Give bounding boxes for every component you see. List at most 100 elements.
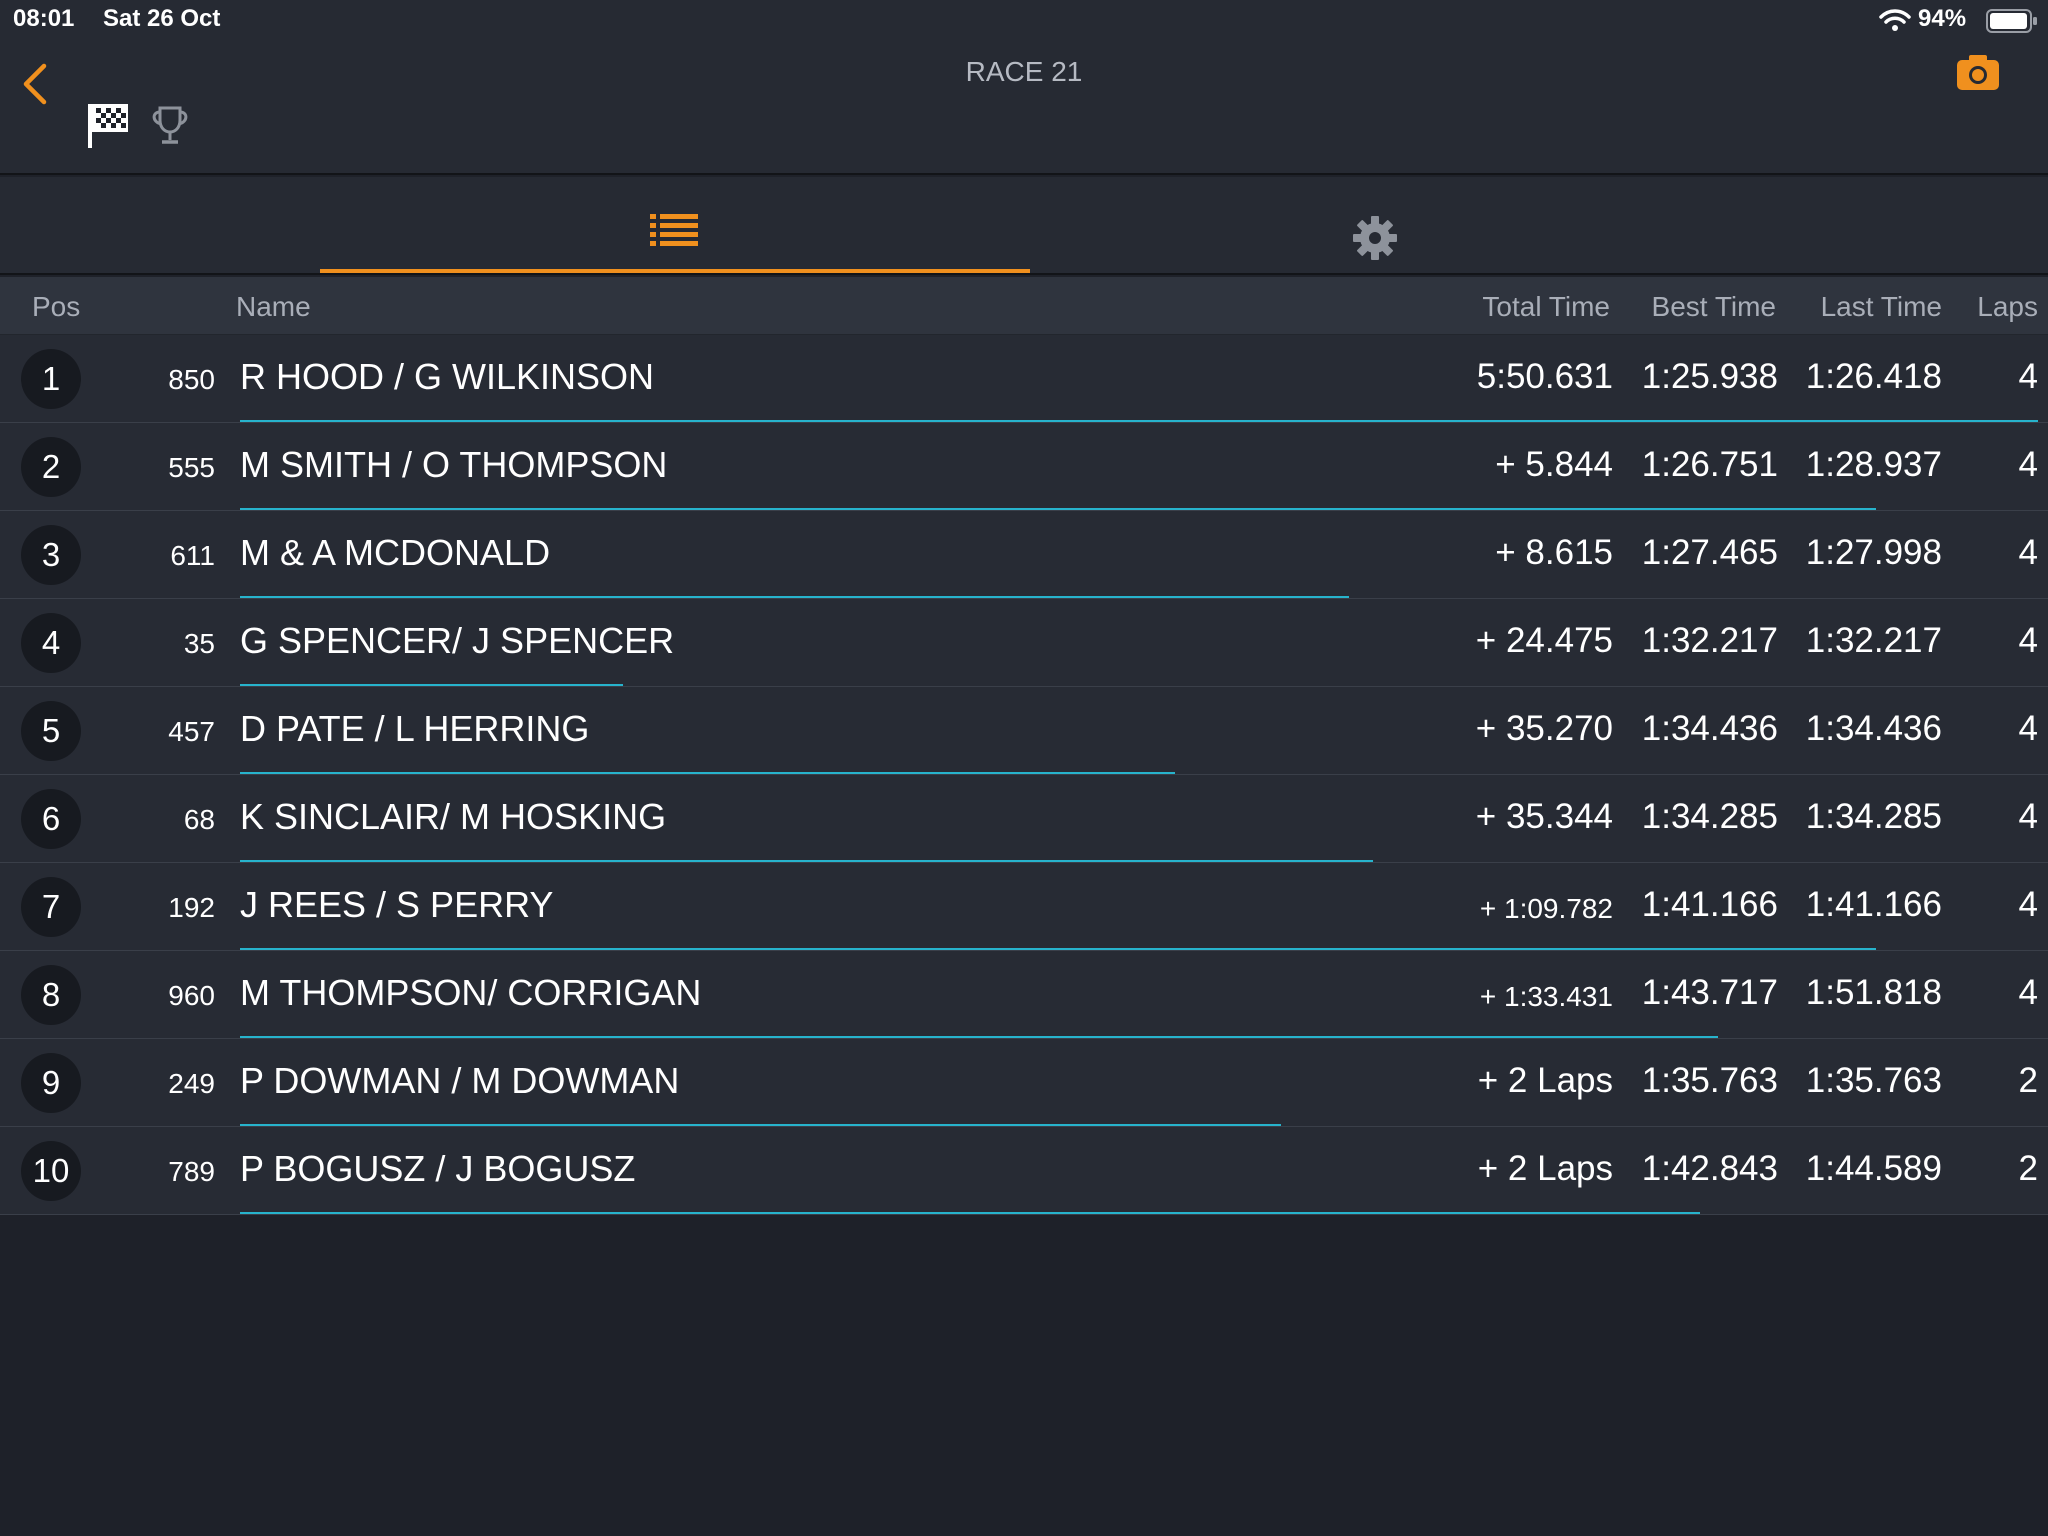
camera-button[interactable] [1955, 52, 2001, 92]
progress-bar [240, 420, 2038, 422]
table-row[interactable]: 2 555 M SMITH / O THOMPSON + 5.844 1:26.… [0, 423, 2048, 511]
progress-track [240, 860, 2038, 862]
status-time: 08:01 [13, 5, 75, 32]
gear-icon [1353, 216, 1397, 260]
progress-bar [240, 596, 1350, 598]
progress-track [240, 1036, 2038, 1038]
back-button[interactable] [16, 56, 56, 112]
column-laps: Laps [1977, 291, 2038, 322]
best-time: 1:32.217 [1641, 621, 1778, 660]
battery-percent: 94% [1918, 5, 1967, 32]
table-row[interactable]: 9 249 P DOWMAN / M DOWMAN + 2 Laps 1:35.… [0, 1039, 2048, 1127]
column-pos: Pos [32, 291, 81, 322]
total-time: + 35.270 [1475, 709, 1613, 748]
driver-name: P BOGUSZ / J BOGUSZ [240, 1148, 636, 1189]
progress-bar [240, 684, 623, 686]
progress-track [240, 948, 2038, 950]
position-badge: 7 [21, 877, 81, 937]
position-badge: 5 [21, 701, 81, 761]
column-name: Name [236, 291, 311, 322]
laps-count: 4 [2018, 445, 2038, 484]
driver-name: K SINCLAIR/ M HOSKING [240, 796, 667, 837]
driver-name: D PATE / L HERRING [240, 708, 590, 749]
table-row[interactable]: 8 960 M THOMPSON/ CORRIGAN + 1:33.431 1:… [0, 951, 2048, 1039]
total-time: + 2 Laps [1477, 1061, 1613, 1100]
last-time: 1:41.166 [1805, 885, 1942, 924]
position-badge: 6 [21, 789, 81, 849]
laps-count: 4 [2018, 357, 2038, 396]
car-number: 249 [168, 1068, 215, 1099]
tab-results-list[interactable] [320, 177, 1030, 273]
car-number: 611 [170, 540, 215, 571]
best-time: 1:42.843 [1641, 1149, 1778, 1188]
header-bar: RACE 21 [0, 0, 2048, 175]
car-number: 850 [168, 364, 215, 395]
progress-track [240, 1212, 2038, 1214]
status-date: Sat 26 Oct [103, 5, 221, 32]
driver-name: P DOWMAN / M DOWMAN [240, 1060, 680, 1101]
position-badge: 4 [21, 613, 81, 673]
position-badge: 9 [21, 1053, 81, 1113]
progress-bar [240, 508, 1877, 510]
car-number: 960 [168, 980, 215, 1011]
camera-icon [1957, 55, 1999, 90]
driver-name: G SPENCER/ J SPENCER [240, 620, 675, 661]
last-time: 1:27.998 [1805, 533, 1942, 572]
last-time: 1:28.937 [1805, 445, 1942, 484]
total-time: + 1:09.782 [1479, 893, 1613, 924]
table-row[interactable]: 3 611 M & A MCDONALD + 8.615 1:27.465 1:… [0, 511, 2048, 599]
progress-track [240, 684, 2038, 686]
table-row[interactable]: 10 789 P BOGUSZ / J BOGUSZ + 2 Laps 1:42… [0, 1127, 2048, 1215]
chevron-left-icon [23, 63, 47, 105]
progress-track [240, 1124, 2038, 1126]
car-number: 789 [168, 1156, 215, 1187]
table-row[interactable]: 1 850 R HOOD / G WILKINSON 5:50.631 1:25… [0, 335, 2048, 423]
laps-count: 4 [2018, 709, 2038, 748]
best-time: 1:43.717 [1641, 973, 1778, 1012]
laps-count: 4 [2018, 885, 2038, 924]
table-row[interactable]: 7 192 J REES / S PERRY + 1:09.782 1:41.1… [0, 863, 2048, 951]
progress-track [240, 420, 2038, 422]
checkered-flag-icon[interactable] [86, 100, 134, 150]
total-time: + 5.844 [1495, 445, 1613, 484]
best-time: 1:41.166 [1641, 885, 1778, 924]
progress-bar [240, 772, 1175, 774]
best-time: 1:26.751 [1641, 445, 1778, 484]
progress-bar [240, 1124, 1282, 1126]
laps-count: 2 [2018, 1061, 2038, 1100]
wifi-icon [1879, 9, 1911, 31]
table-row[interactable]: 4 35 G SPENCER/ J SPENCER + 24.475 1:32.… [0, 599, 2048, 687]
car-number: 35 [183, 628, 215, 659]
total-time: + 2 Laps [1477, 1149, 1613, 1188]
best-time: 1:25.938 [1641, 357, 1778, 396]
best-time: 1:27.465 [1641, 533, 1778, 572]
table-row[interactable]: 6 68 K SINCLAIR/ M HOSKING + 35.344 1:34… [0, 775, 2048, 863]
total-time: + 35.344 [1475, 797, 1613, 836]
tab-settings[interactable] [1020, 177, 1730, 273]
position-badge: 8 [21, 965, 81, 1025]
driver-name: M THOMPSON/ CORRIGAN [240, 972, 702, 1013]
last-time: 1:51.818 [1805, 973, 1942, 1012]
position-badge: 1 [21, 349, 81, 409]
progress-track [240, 508, 2038, 510]
best-time: 1:34.285 [1641, 797, 1778, 836]
column-best-time: Best Time [1651, 291, 1776, 322]
last-time: 1:32.217 [1805, 621, 1942, 660]
total-time: + 8.615 [1495, 533, 1613, 572]
driver-name: M SMITH / O THOMPSON [240, 444, 668, 485]
best-time: 1:35.763 [1641, 1061, 1778, 1100]
car-number: 555 [168, 452, 215, 483]
last-time: 1:34.285 [1805, 797, 1942, 836]
laps-count: 4 [2018, 797, 2038, 836]
page-title: RACE 21 [965, 56, 1083, 87]
trophy-icon[interactable] [148, 102, 192, 148]
laps-count: 4 [2018, 621, 2038, 660]
column-header-row: Pos Name Total Time Best Time Last Time … [0, 277, 2048, 335]
table-row[interactable]: 5 457 D PATE / L HERRING + 35.270 1:34.4… [0, 687, 2048, 775]
laps-count: 2 [2018, 1149, 2038, 1188]
driver-name: J REES / S PERRY [240, 884, 554, 925]
progress-bar [240, 1036, 1718, 1038]
last-time: 1:44.589 [1805, 1149, 1942, 1188]
results-table: 1 850 R HOOD / G WILKINSON 5:50.631 1:25… [0, 335, 2048, 1215]
